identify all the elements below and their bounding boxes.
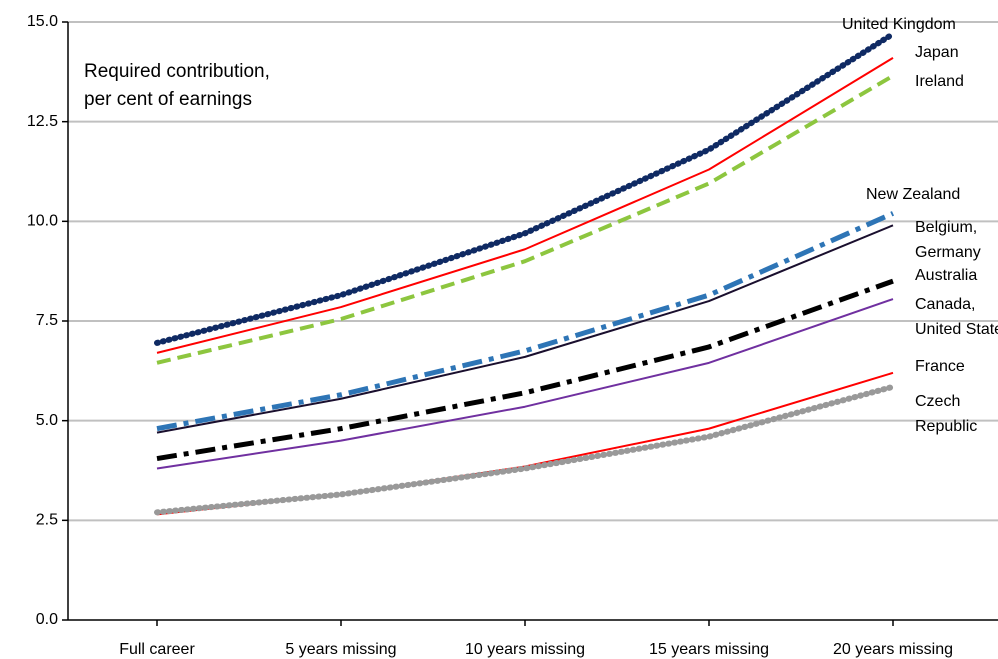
series-label: United Kingdom [842,16,956,33]
x-tick-label: 20 years missing [833,641,953,658]
series-label: Japan [915,44,959,61]
series-label: Belgium, Germany [915,219,981,261]
series-line [156,371,894,516]
series-label: Czech Republic [915,393,977,435]
x-tick-label: 15 years missing [649,641,769,658]
series-label: New Zealand [866,186,960,203]
y-tick-label: 7.5 [36,312,58,329]
series-line [156,74,895,365]
series-line [154,30,896,346]
x-tick-label: Full career [119,641,195,658]
series-line [156,57,894,354]
y-tick-label: 0.0 [36,611,58,628]
series-line [154,383,896,516]
y-tick-label: 2.5 [36,512,58,529]
series-label: France [915,358,965,375]
annotation: per cent of earnings [84,89,252,110]
x-tick-label: 5 years missing [285,641,396,658]
annotation: Required contribution, [84,61,270,82]
series-line [156,278,894,462]
y-tick-label: 15.0 [27,13,58,30]
y-tick-label: 10.0 [27,213,58,230]
series-line [156,211,895,432]
x-tick-label: 10 years missing [465,641,585,658]
series-line [156,224,894,434]
series-label: Australia [915,267,977,284]
y-tick-label: 5.0 [36,412,58,429]
series-label: Ireland [915,73,964,90]
series-label: Canada,United States [915,296,998,338]
y-tick-label: 12.5 [27,113,58,130]
series-line [156,298,894,470]
